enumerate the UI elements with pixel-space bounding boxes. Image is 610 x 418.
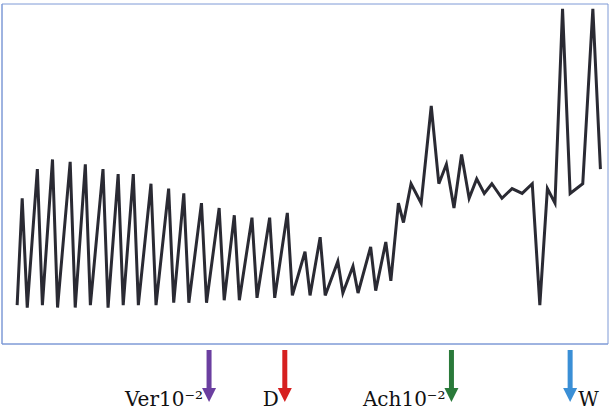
svg-text:Ach10⁻²: Ach10⁻² — [362, 387, 446, 411]
svg-text:Ver10⁻²: Ver10⁻² — [124, 387, 203, 411]
svg-text:W: W — [578, 387, 599, 411]
svg-text:D: D — [263, 387, 279, 411]
